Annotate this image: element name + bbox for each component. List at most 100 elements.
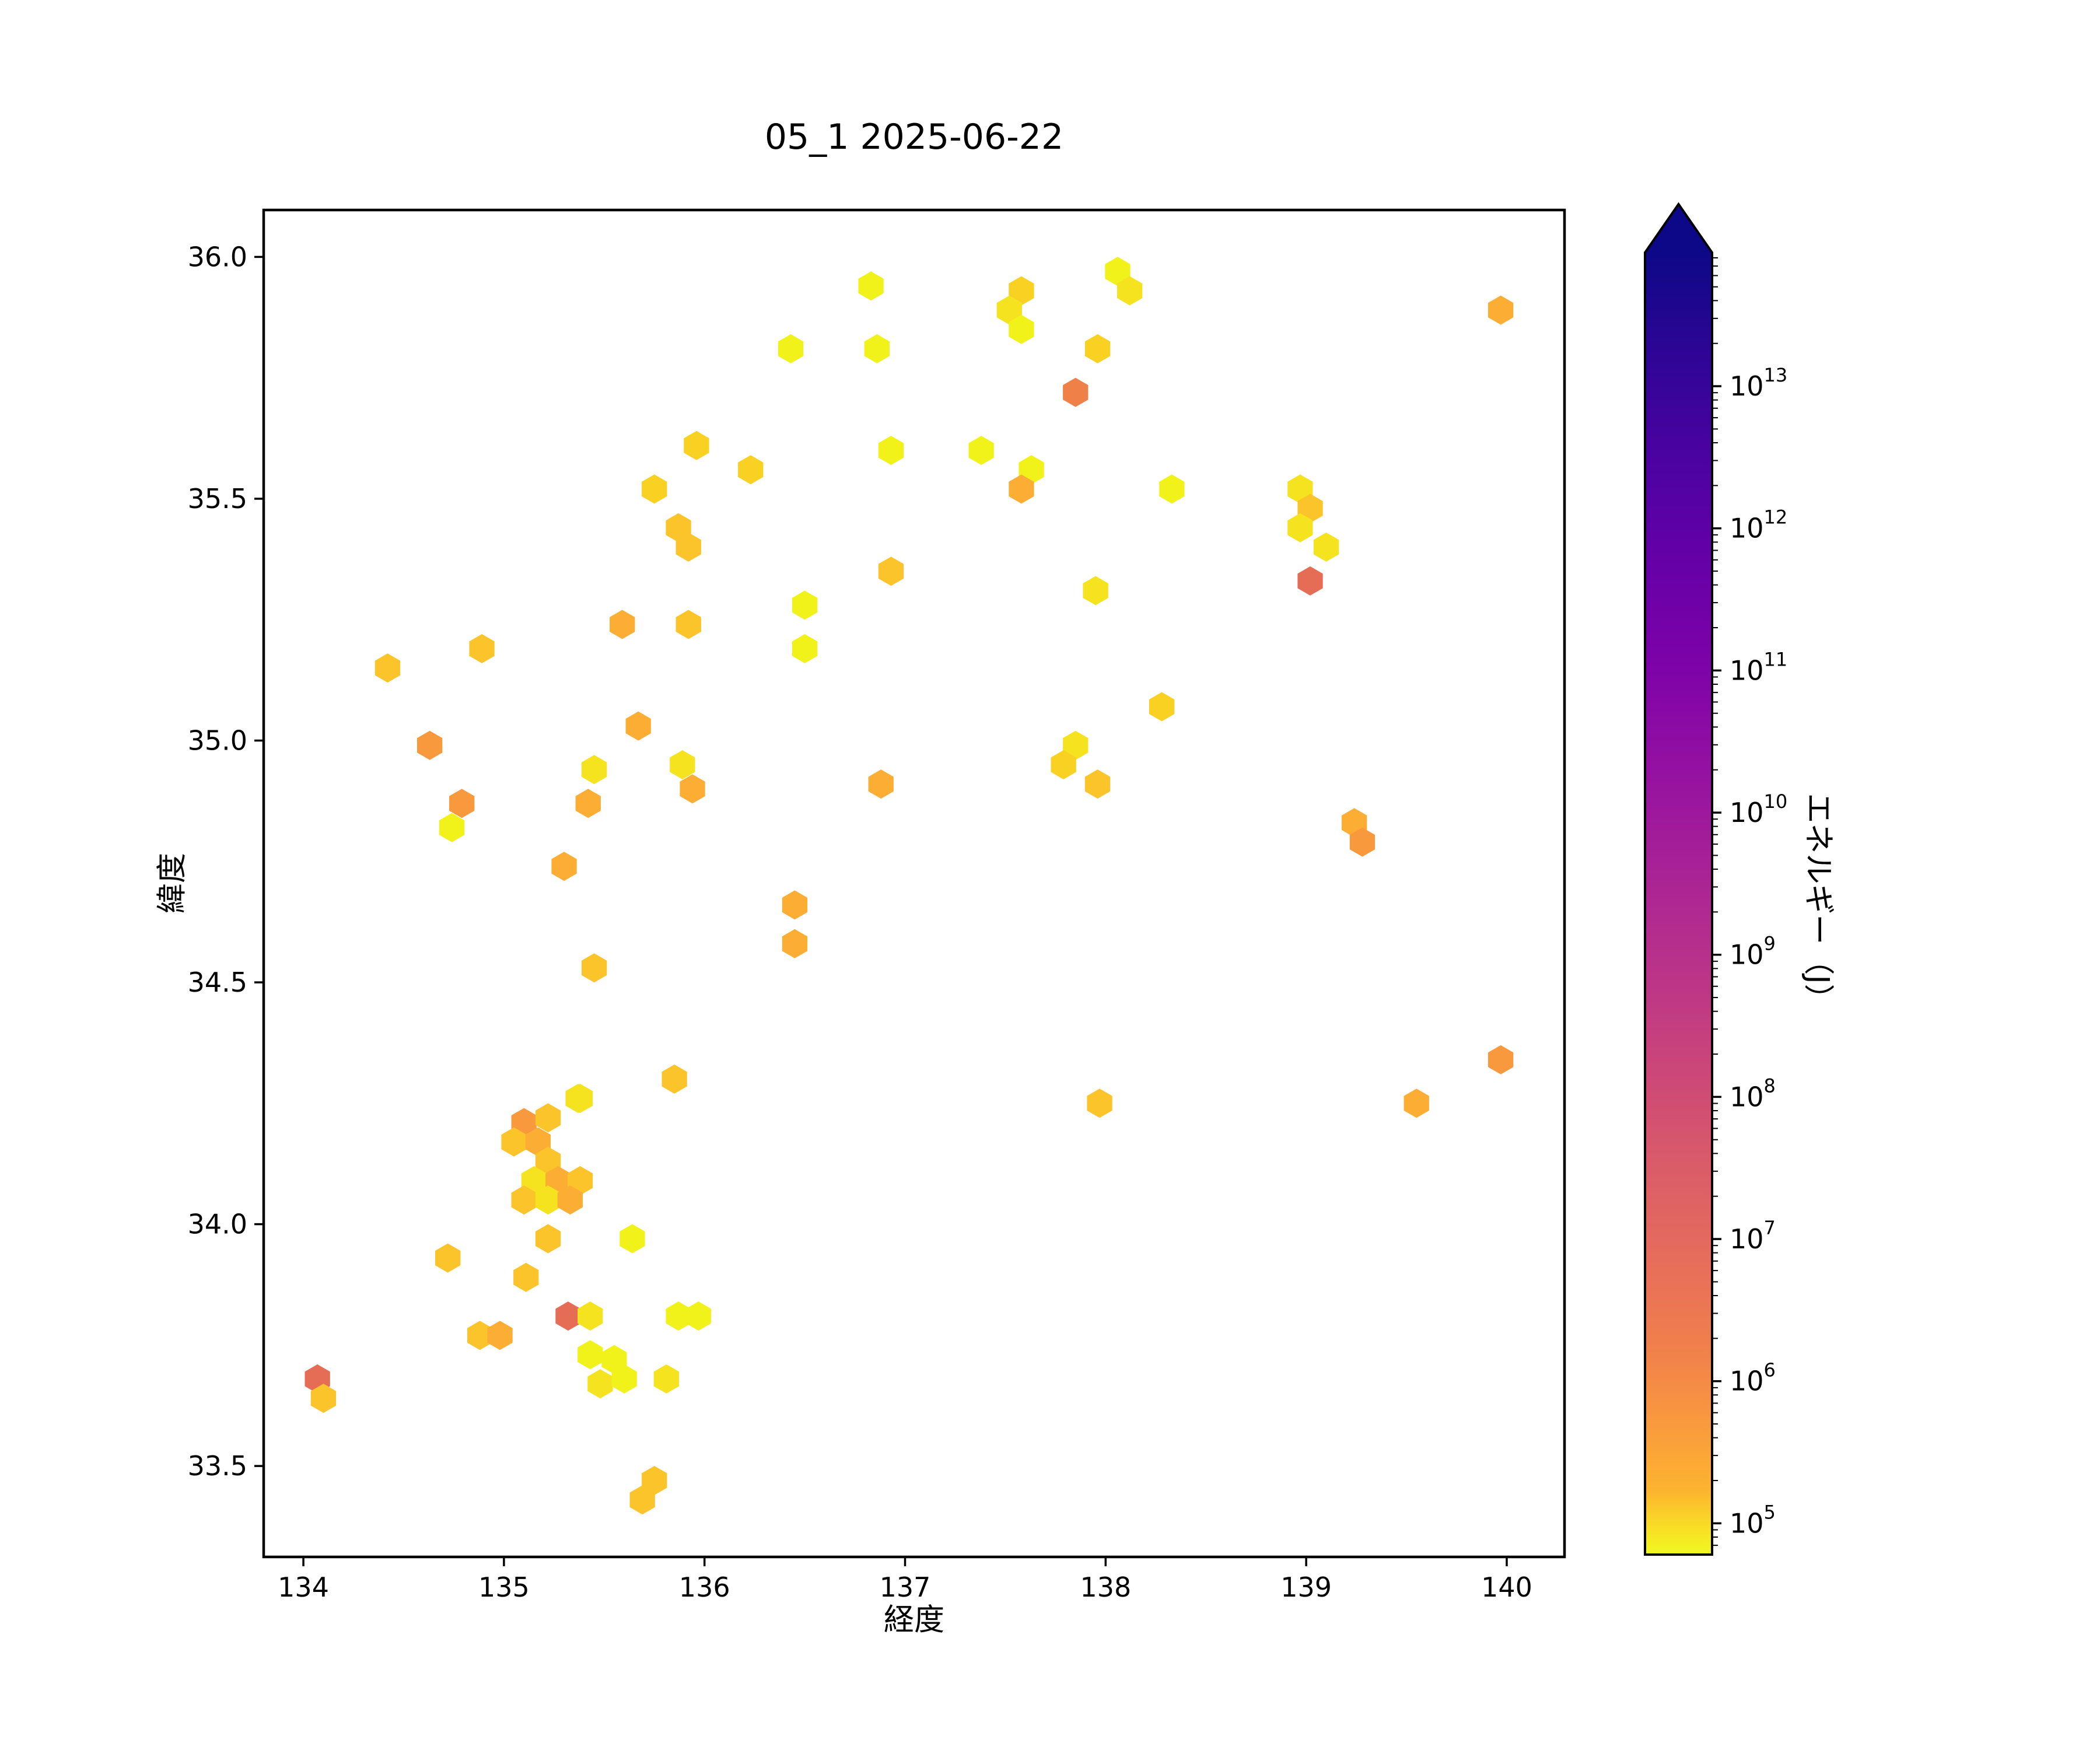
y-tick-label: 34.0 bbox=[188, 1209, 247, 1240]
colorbar: 105 106 107 108 109 1010 1011 1012 1013 bbox=[1644, 202, 1787, 1556]
hexbin-cell bbox=[551, 852, 577, 881]
hexbin-cell bbox=[501, 1127, 527, 1157]
y-tick-label: 35.5 bbox=[188, 483, 247, 514]
hexbin-cell bbox=[1009, 474, 1034, 504]
hexbin-cell bbox=[670, 750, 695, 779]
colorbar-label: エネルギー（J） bbox=[1800, 793, 1836, 1014]
hexbin-cell bbox=[1063, 377, 1088, 407]
hexbin-cell bbox=[1087, 1088, 1112, 1118]
hexbin-cell bbox=[578, 1340, 603, 1370]
x-axis-label: 経度 bbox=[883, 1602, 945, 1638]
hexbin-cell bbox=[968, 436, 994, 466]
hexbin-cell bbox=[680, 774, 705, 804]
hexbin-cell bbox=[864, 334, 890, 363]
colorbar-tick-label: 109 bbox=[1730, 933, 1776, 971]
hexbin-cell bbox=[1051, 750, 1076, 779]
hexbin-cell bbox=[435, 1243, 461, 1273]
colorbar-tick-label: 1010 bbox=[1730, 790, 1787, 828]
hexbin-cell bbox=[996, 295, 1022, 325]
colorbar-outline bbox=[1644, 202, 1713, 1556]
colorbar-tick-label: 105 bbox=[1730, 1501, 1776, 1539]
y-tick-label: 35.0 bbox=[188, 725, 247, 757]
hexbin-cell bbox=[1488, 295, 1514, 325]
hexbin-cell bbox=[555, 1301, 581, 1331]
colorbar-tick-label: 1012 bbox=[1730, 506, 1787, 544]
hexbin-cell bbox=[662, 1064, 687, 1094]
colorbar-tick-label: 108 bbox=[1730, 1074, 1776, 1112]
hexbin-cell bbox=[1488, 1045, 1514, 1074]
hexbin-cell bbox=[575, 789, 601, 818]
x-tick-label: 139 bbox=[1280, 1572, 1332, 1603]
hexbin-cell bbox=[557, 1185, 583, 1215]
hexbin-cell bbox=[653, 1364, 679, 1394]
y-tick-label: 33.5 bbox=[188, 1450, 247, 1482]
hexbin-cell bbox=[310, 1384, 337, 1413]
hexbin-cell bbox=[535, 1185, 561, 1215]
hexbin-cell bbox=[878, 436, 904, 466]
hexbin-cell bbox=[487, 1321, 513, 1350]
hexbin-cell bbox=[666, 1301, 691, 1331]
hexbin-cell bbox=[511, 1185, 537, 1215]
hexbin-cell bbox=[792, 590, 818, 620]
hexbin-cell bbox=[1117, 276, 1143, 306]
y-tick-label: 34.5 bbox=[188, 967, 247, 998]
hexbin-cell bbox=[578, 1301, 603, 1331]
hexbin-cell bbox=[1009, 276, 1034, 306]
hexbin-cell bbox=[782, 890, 808, 920]
hexbin-cell bbox=[629, 1485, 655, 1515]
hexbin-cell bbox=[1297, 566, 1323, 596]
x-tick-label: 136 bbox=[679, 1572, 730, 1603]
hexbin-cells bbox=[304, 257, 1514, 1515]
hexbin-cell bbox=[610, 610, 635, 639]
hexbin-cell bbox=[676, 532, 701, 562]
colorbar-tick-label: 106 bbox=[1730, 1359, 1776, 1397]
hexbin-cell bbox=[782, 929, 808, 958]
hexbin-cell bbox=[642, 1466, 667, 1495]
hexbin-cell bbox=[582, 953, 607, 983]
colorbar-bar bbox=[1645, 253, 1712, 1555]
colorbar-tick-label: 107 bbox=[1730, 1217, 1776, 1255]
hexbin-cell bbox=[567, 1084, 593, 1113]
hexbin-cell bbox=[417, 730, 443, 760]
hexbin-cell bbox=[684, 430, 709, 460]
hexbin-cell bbox=[868, 769, 894, 799]
x-tick-label: 138 bbox=[1080, 1572, 1131, 1603]
hexbin-cell bbox=[1009, 314, 1034, 344]
hexbin-cell bbox=[582, 755, 607, 785]
hexbin-cell bbox=[738, 455, 764, 485]
hexbin-cell bbox=[469, 634, 495, 663]
hexbin-cell bbox=[685, 1301, 711, 1331]
hexbin-cell bbox=[625, 711, 651, 741]
hexbin-cell bbox=[467, 1321, 493, 1350]
x-tick-label: 135 bbox=[478, 1572, 530, 1603]
hexbin-cell bbox=[1349, 827, 1376, 857]
hexbin-cell bbox=[1404, 1088, 1429, 1118]
hexbin-cell bbox=[878, 556, 904, 586]
chart-title: 05_1 2025-06-22 bbox=[764, 117, 1064, 158]
colorbar-extend-arrow bbox=[1645, 204, 1712, 253]
axes: 134 135 136 137 138 139 140 36.0 35.5 35.0 34.5 34.… bbox=[188, 208, 1566, 1603]
colorbar-tick-label: 1013 bbox=[1730, 364, 1787, 402]
hexbin-cell bbox=[1084, 769, 1111, 799]
hexbin-cell bbox=[858, 271, 884, 301]
hexbin-cell bbox=[449, 789, 475, 818]
hexbin-cell bbox=[778, 334, 804, 363]
hexbin-cell bbox=[620, 1224, 645, 1254]
plot-frame bbox=[262, 208, 1566, 1559]
hexbin-cell bbox=[1313, 532, 1339, 562]
hexbin-cell bbox=[535, 1103, 561, 1133]
hexbin-cell bbox=[513, 1262, 539, 1292]
hexbin-cell bbox=[1063, 730, 1088, 760]
hexbin-cell bbox=[1159, 474, 1185, 504]
hexbin-cell bbox=[587, 1369, 613, 1399]
hexbin-cell bbox=[535, 1224, 561, 1254]
hexbin-cell bbox=[1287, 513, 1313, 542]
colorbar-tick-label: 1011 bbox=[1730, 648, 1787, 686]
x-tick-label: 134 bbox=[278, 1572, 329, 1603]
hexbin-cell bbox=[1084, 334, 1111, 363]
hexbin-cell bbox=[374, 653, 401, 683]
hexbin-cell bbox=[439, 813, 465, 842]
y-tick-label: 36.0 bbox=[188, 241, 247, 272]
hexbin-cell bbox=[676, 610, 701, 639]
